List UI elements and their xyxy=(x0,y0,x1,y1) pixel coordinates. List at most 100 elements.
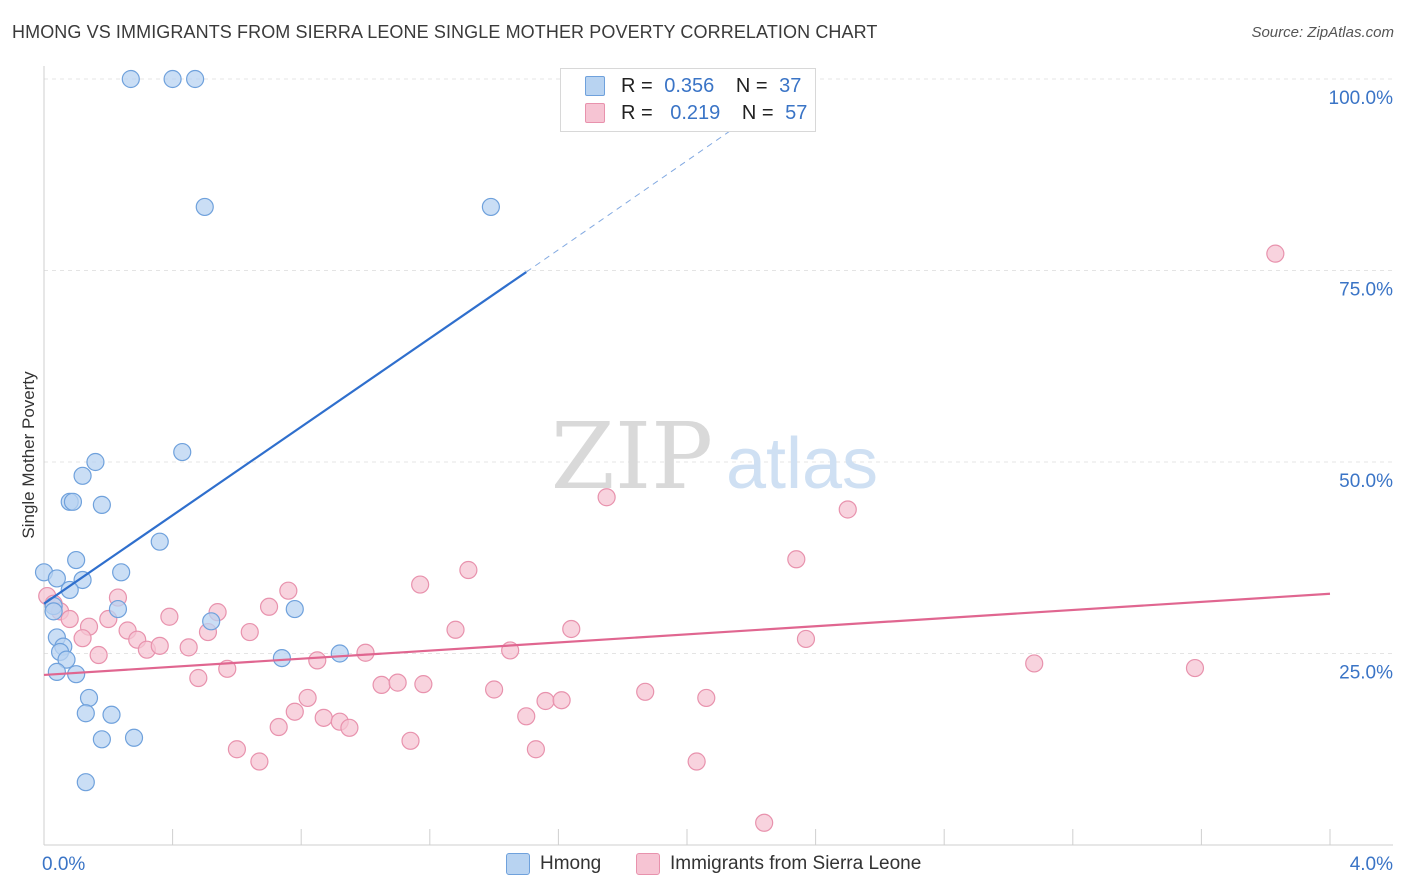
series-legend: Hmong Immigrants from Sierra Leone xyxy=(0,851,1406,877)
point-sierra-leone xyxy=(298,688,317,708)
r-value: 0.219 xyxy=(670,101,721,124)
point-sierra-leone xyxy=(562,619,581,639)
r-label: R = xyxy=(621,74,653,97)
legend-label-sierra-leone: Immigrants from Sierra Leone xyxy=(670,853,922,874)
legend-swatch-hmong xyxy=(585,76,605,96)
point-sierra-leone xyxy=(697,688,716,708)
point-sierra-leone xyxy=(285,702,304,721)
point-sierra-leone xyxy=(446,620,465,639)
point-hmong xyxy=(73,466,92,485)
point-hmong xyxy=(47,662,66,681)
r-label: R = xyxy=(621,101,653,124)
n-value: 57 xyxy=(785,101,808,124)
point-hmong xyxy=(121,69,140,89)
trendline-sierra-leone xyxy=(43,592,1331,677)
point-sierra-leone xyxy=(838,500,857,519)
chart-title: HMONG VS IMMIGRANTS FROM SIERRA LEONE SI… xyxy=(12,22,878,42)
point-sierra-leone xyxy=(526,740,545,759)
point-hmong xyxy=(285,599,304,619)
legend-item-sierra-leone: Immigrants from Sierra Leone xyxy=(636,851,921,877)
point-hmong xyxy=(67,550,86,570)
point-sierra-leone xyxy=(160,607,179,626)
point-sierra-leone xyxy=(89,645,108,665)
point-sierra-leone xyxy=(687,752,706,771)
point-sierra-leone xyxy=(179,638,198,657)
point-sierra-leone xyxy=(552,691,571,710)
point-sierra-leone xyxy=(414,675,433,694)
point-sierra-leone xyxy=(636,682,655,701)
point-sierra-leone xyxy=(308,651,327,670)
point-hmong xyxy=(57,650,76,669)
point-sierra-leone xyxy=(227,740,246,759)
point-sierra-leone xyxy=(401,731,420,750)
point-sierra-leone xyxy=(1266,244,1285,263)
point-sierra-leone xyxy=(459,560,478,580)
point-hmong xyxy=(112,563,131,582)
point-sierra-leone xyxy=(485,680,504,699)
y-axis-title: Single Mother Poverty xyxy=(19,371,38,539)
point-hmong xyxy=(86,452,105,472)
y-tick-label: 100.0% xyxy=(1329,88,1394,109)
point-sierra-leone xyxy=(314,708,333,727)
point-sierra-leone xyxy=(240,622,259,642)
point-hmong xyxy=(102,705,121,724)
watermark-zip: ZIP xyxy=(551,403,713,510)
point-hmong xyxy=(163,69,182,89)
point-sierra-leone xyxy=(411,575,430,594)
n-label: N = xyxy=(741,101,774,124)
y-tick-label: 75.0% xyxy=(1339,280,1393,301)
point-hmong xyxy=(63,492,83,511)
point-sierra-leone xyxy=(1025,654,1044,673)
point-sierra-leone xyxy=(536,691,555,711)
point-sierra-leone xyxy=(388,673,407,692)
point-hmong xyxy=(92,495,111,514)
point-hmong xyxy=(73,570,92,590)
point-hmong xyxy=(124,728,144,747)
point-hmong xyxy=(330,644,349,663)
legend-swatch-sierra-leone xyxy=(585,103,605,123)
legend-item-hmong: Hmong xyxy=(506,851,601,877)
point-hmong xyxy=(60,580,79,600)
point-hmong xyxy=(202,612,221,631)
point-sierra-leone xyxy=(150,636,169,655)
point-sierra-leone xyxy=(517,707,536,726)
point-hmong xyxy=(195,197,214,217)
point-sierra-leone xyxy=(755,813,774,832)
point-sierra-leone xyxy=(796,629,816,649)
legend-swatch-sierra-leone xyxy=(636,853,660,875)
point-sierra-leone xyxy=(1185,658,1205,678)
watermark-atlas: atlas xyxy=(726,424,878,504)
point-sierra-leone xyxy=(356,643,375,662)
correlation-legend: R = 0.356 N = 37 R = 0.219 N = 57 xyxy=(560,68,816,132)
y-tick-label: 50.0% xyxy=(1339,471,1393,492)
point-hmong xyxy=(481,197,500,217)
point-sierra-leone xyxy=(250,752,269,771)
n-label: N = xyxy=(735,74,768,97)
point-hmong xyxy=(173,442,192,462)
n-value: 37 xyxy=(779,74,802,97)
point-sierra-leone xyxy=(340,718,359,737)
y-tick-label: 25.0% xyxy=(1339,663,1393,684)
point-hmong xyxy=(76,704,95,723)
trendline-hmong xyxy=(43,271,527,605)
point-hmong xyxy=(47,569,66,588)
point-hmong xyxy=(92,730,111,749)
point-hmong xyxy=(76,773,95,792)
legend-label-hmong: Hmong xyxy=(540,853,602,874)
point-sierra-leone xyxy=(372,675,391,695)
point-hmong xyxy=(44,602,63,621)
point-sierra-leone xyxy=(787,550,806,569)
x-tick-label: 4.0% xyxy=(1350,854,1393,875)
point-hmong xyxy=(79,688,99,708)
legend-swatch-hmong xyxy=(506,853,530,875)
point-sierra-leone xyxy=(189,668,208,688)
point-sierra-leone xyxy=(269,717,288,737)
point-hmong xyxy=(150,532,169,551)
point-hmong xyxy=(272,648,292,668)
point-sierra-leone xyxy=(279,581,298,600)
point-hmong xyxy=(108,599,128,619)
source-label: Source: ZipAtlas.com xyxy=(1251,24,1394,41)
point-sierra-leone xyxy=(597,488,616,507)
point-sierra-leone xyxy=(259,597,279,616)
